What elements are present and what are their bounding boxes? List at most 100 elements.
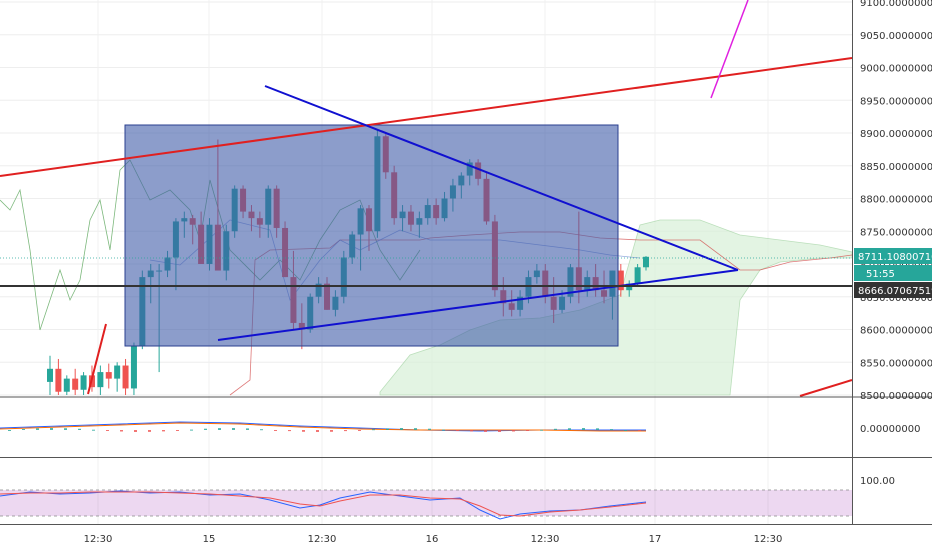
candle-body bbox=[55, 368, 62, 392]
osc-histogram-bar bbox=[232, 428, 235, 430]
lower-channel-line bbox=[799, 379, 853, 397]
osc-histogram-bar bbox=[302, 430, 305, 432]
y-tick-label: 8750.00000000 bbox=[860, 227, 932, 238]
upper-channel-line bbox=[0, 57, 853, 177]
osc-histogram-bar bbox=[176, 430, 179, 431]
candle-body bbox=[643, 256, 649, 268]
y-tick-label: 8900.00000000 bbox=[860, 129, 932, 140]
osc-histogram-bar bbox=[610, 429, 613, 431]
oscillator-pane[interactable] bbox=[0, 398, 852, 456]
osc-histogram-bar bbox=[106, 430, 109, 431]
osc-histogram-bar bbox=[8, 430, 11, 431]
countdown-label: 51:55 bbox=[866, 269, 895, 280]
chart-drawings bbox=[0, 0, 853, 397]
y-tick-label: 8550.00000000 bbox=[860, 358, 932, 369]
candle-body bbox=[114, 365, 121, 379]
osc-histogram-bar bbox=[512, 430, 515, 432]
red-short-line bbox=[87, 323, 107, 395]
osc-histogram-bar bbox=[568, 428, 571, 430]
candle-body bbox=[122, 365, 129, 389]
osc-histogram-bar bbox=[246, 428, 249, 430]
osc-histogram-bar bbox=[414, 428, 417, 430]
candle-body bbox=[634, 267, 641, 284]
x-tick-label: 16 bbox=[426, 534, 439, 545]
osc-histogram-bar bbox=[442, 429, 445, 431]
rectangle-zone bbox=[124, 124, 619, 347]
rsi-d-line bbox=[0, 491, 647, 517]
osc-histogram-bar bbox=[274, 430, 277, 431]
price-axis[interactable]: 9100.00000000 9050.00000000 9000.00000000 8… bbox=[860, 0, 932, 402]
lower-trendline bbox=[217, 269, 739, 341]
x-tick-label: 12:30 bbox=[531, 534, 560, 545]
osc-histogram-bar bbox=[288, 430, 291, 432]
y-tick-label: 8500.00000000 bbox=[860, 391, 932, 402]
candle-body bbox=[63, 378, 70, 392]
osc-histogram-bar bbox=[484, 430, 487, 432]
osc-histogram-bar bbox=[526, 430, 529, 431]
candle-body bbox=[80, 375, 87, 390]
last-price-tag: 8711.10800710 bbox=[854, 248, 932, 264]
osc-histogram-bar bbox=[498, 430, 501, 432]
osc-histogram-bar bbox=[22, 429, 25, 430]
osc-histogram-bar bbox=[218, 428, 221, 430]
osc-histogram-bar bbox=[540, 429, 543, 431]
y-tick-label: 9100.00000000 bbox=[860, 0, 932, 9]
osc-histogram-bar bbox=[428, 428, 431, 430]
osc-histogram-bar bbox=[330, 430, 333, 432]
osc-histogram-bar bbox=[120, 430, 123, 432]
rsi-k-line bbox=[0, 490, 647, 520]
osc-histogram-bar bbox=[470, 430, 473, 432]
osc-signal-line bbox=[0, 422, 646, 432]
candle-body bbox=[72, 378, 79, 390]
y-tick-label: 8850.00000000 bbox=[860, 162, 932, 173]
x-tick-label: 12:30 bbox=[754, 534, 783, 545]
candle-body bbox=[47, 368, 53, 382]
x-tick-label: 12:30 bbox=[84, 534, 113, 545]
horizontal-level-tag: 8666.07067519 bbox=[854, 282, 932, 298]
time-axis[interactable]: 12:30 15 12:30 16 12:30 17 12:30 bbox=[84, 534, 783, 545]
osc-histogram-bar bbox=[456, 430, 459, 431]
y-tick-label: 8600.00000000 bbox=[860, 326, 932, 337]
y-tick-label: 8950.00000000 bbox=[860, 96, 932, 107]
magenta-line bbox=[710, 0, 749, 99]
y-tick-label: 8800.00000000 bbox=[860, 195, 932, 206]
osc-histogram-bar bbox=[78, 428, 81, 430]
rsi-band bbox=[0, 490, 852, 516]
osc-histogram-bar bbox=[36, 428, 39, 430]
osc-histogram-bar bbox=[596, 428, 599, 430]
osc-histogram-bar bbox=[204, 428, 207, 430]
osc-histogram-bar bbox=[162, 430, 165, 432]
osc-histogram-bar bbox=[582, 428, 585, 430]
osc-histogram-bar bbox=[260, 429, 263, 431]
countdown-tag: 51:55 bbox=[854, 265, 932, 281]
candle-body bbox=[105, 372, 112, 379]
candle-body bbox=[97, 372, 104, 388]
osc-histogram-bar bbox=[50, 428, 53, 430]
osc-histogram-bar bbox=[638, 430, 641, 431]
osc-histogram-bar bbox=[316, 430, 319, 432]
candle-body bbox=[617, 270, 624, 291]
osc-histogram-bar bbox=[92, 429, 95, 431]
osc-histogram-bar bbox=[190, 429, 193, 431]
osc-histogram-bar bbox=[344, 430, 347, 432]
osc-histogram-bar bbox=[624, 430, 627, 431]
osc-histogram-bar bbox=[400, 428, 403, 430]
osc-histogram-bar bbox=[554, 428, 557, 430]
osc-histogram-bar bbox=[386, 428, 389, 430]
last-price-label: 8711.10800710 bbox=[858, 252, 932, 263]
x-tick-label: 17 bbox=[649, 534, 662, 545]
osc-histogram-bar bbox=[134, 430, 137, 432]
horizontal-level-label: 8666.07067519 bbox=[858, 286, 932, 297]
osc-histogram-bar bbox=[372, 429, 375, 431]
oscillator-axis-label: 0.00000000 bbox=[860, 424, 920, 435]
x-tick-label: 15 bbox=[203, 534, 216, 545]
y-tick-label: 8650.00000000 bbox=[860, 293, 932, 304]
osc-histogram-bar bbox=[64, 428, 67, 430]
upper-trendline bbox=[264, 85, 739, 271]
oscillator-series bbox=[0, 421, 646, 432]
osc-histogram-bar bbox=[148, 430, 151, 432]
x-tick-label: 12:30 bbox=[308, 534, 337, 545]
y-tick-label: 9050.00000000 bbox=[860, 31, 932, 42]
rsi-series bbox=[0, 489, 852, 520]
